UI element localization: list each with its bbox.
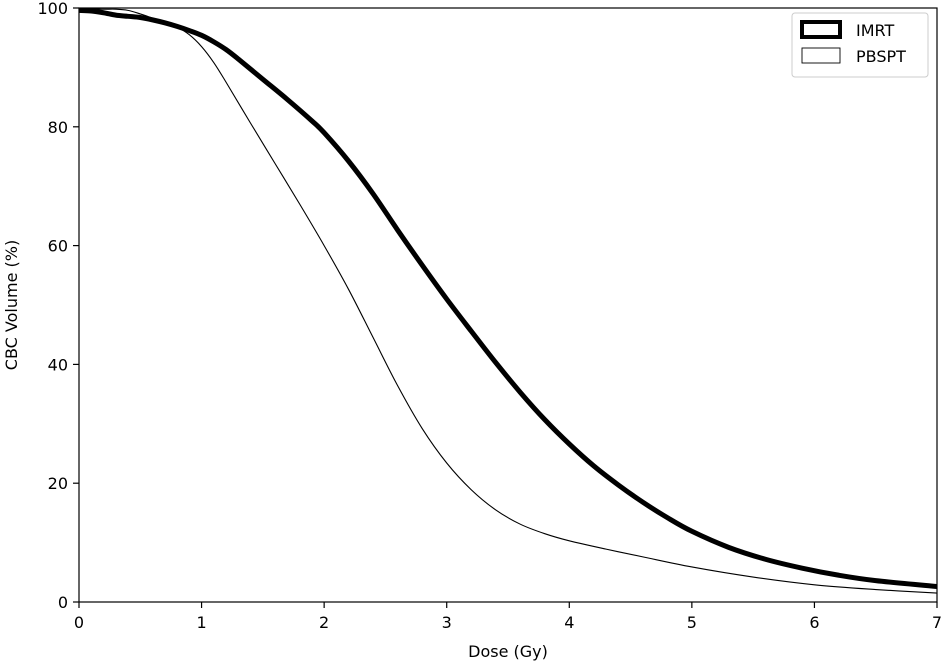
plot-frame (78, 7, 938, 603)
y-tick-label: 80 (48, 118, 68, 137)
x-tick-label: 2 (319, 613, 329, 632)
legend: IMRT PBSPT (791, 12, 929, 78)
x-tick-label: 5 (687, 613, 697, 632)
x-tick-label: 4 (564, 613, 574, 632)
y-tick-label: 0 (58, 593, 68, 612)
x-axis-label: Dose (Gy) (468, 642, 548, 661)
plot-area (79, 7, 937, 594)
y-tick-label: 60 (48, 237, 68, 256)
x-tick-label: 1 (196, 613, 206, 632)
axis-ticks: 0 1 2 3 4 5 6 7 0 20 40 60 80 100 (37, 0, 942, 632)
legend-label-pbspt: PBSPT (856, 47, 906, 66)
y-tick-label: 40 (48, 355, 68, 374)
series-line-pbspt (79, 7, 937, 594)
y-tick-label: 100 (37, 0, 68, 18)
x-tick-label: 0 (74, 613, 84, 632)
x-tick-label: 6 (809, 613, 819, 632)
x-tick-label: 7 (932, 613, 942, 632)
legend-label-imrt: IMRT (856, 21, 894, 40)
y-tick-label: 20 (48, 474, 68, 493)
y-axis-label: CBC Volume (%) (2, 240, 21, 370)
x-tick-label: 3 (442, 613, 452, 632)
series-line-imrt (79, 7, 937, 590)
legend-swatch-imrt (800, 20, 842, 39)
legend-swatch-pbspt (801, 47, 841, 64)
